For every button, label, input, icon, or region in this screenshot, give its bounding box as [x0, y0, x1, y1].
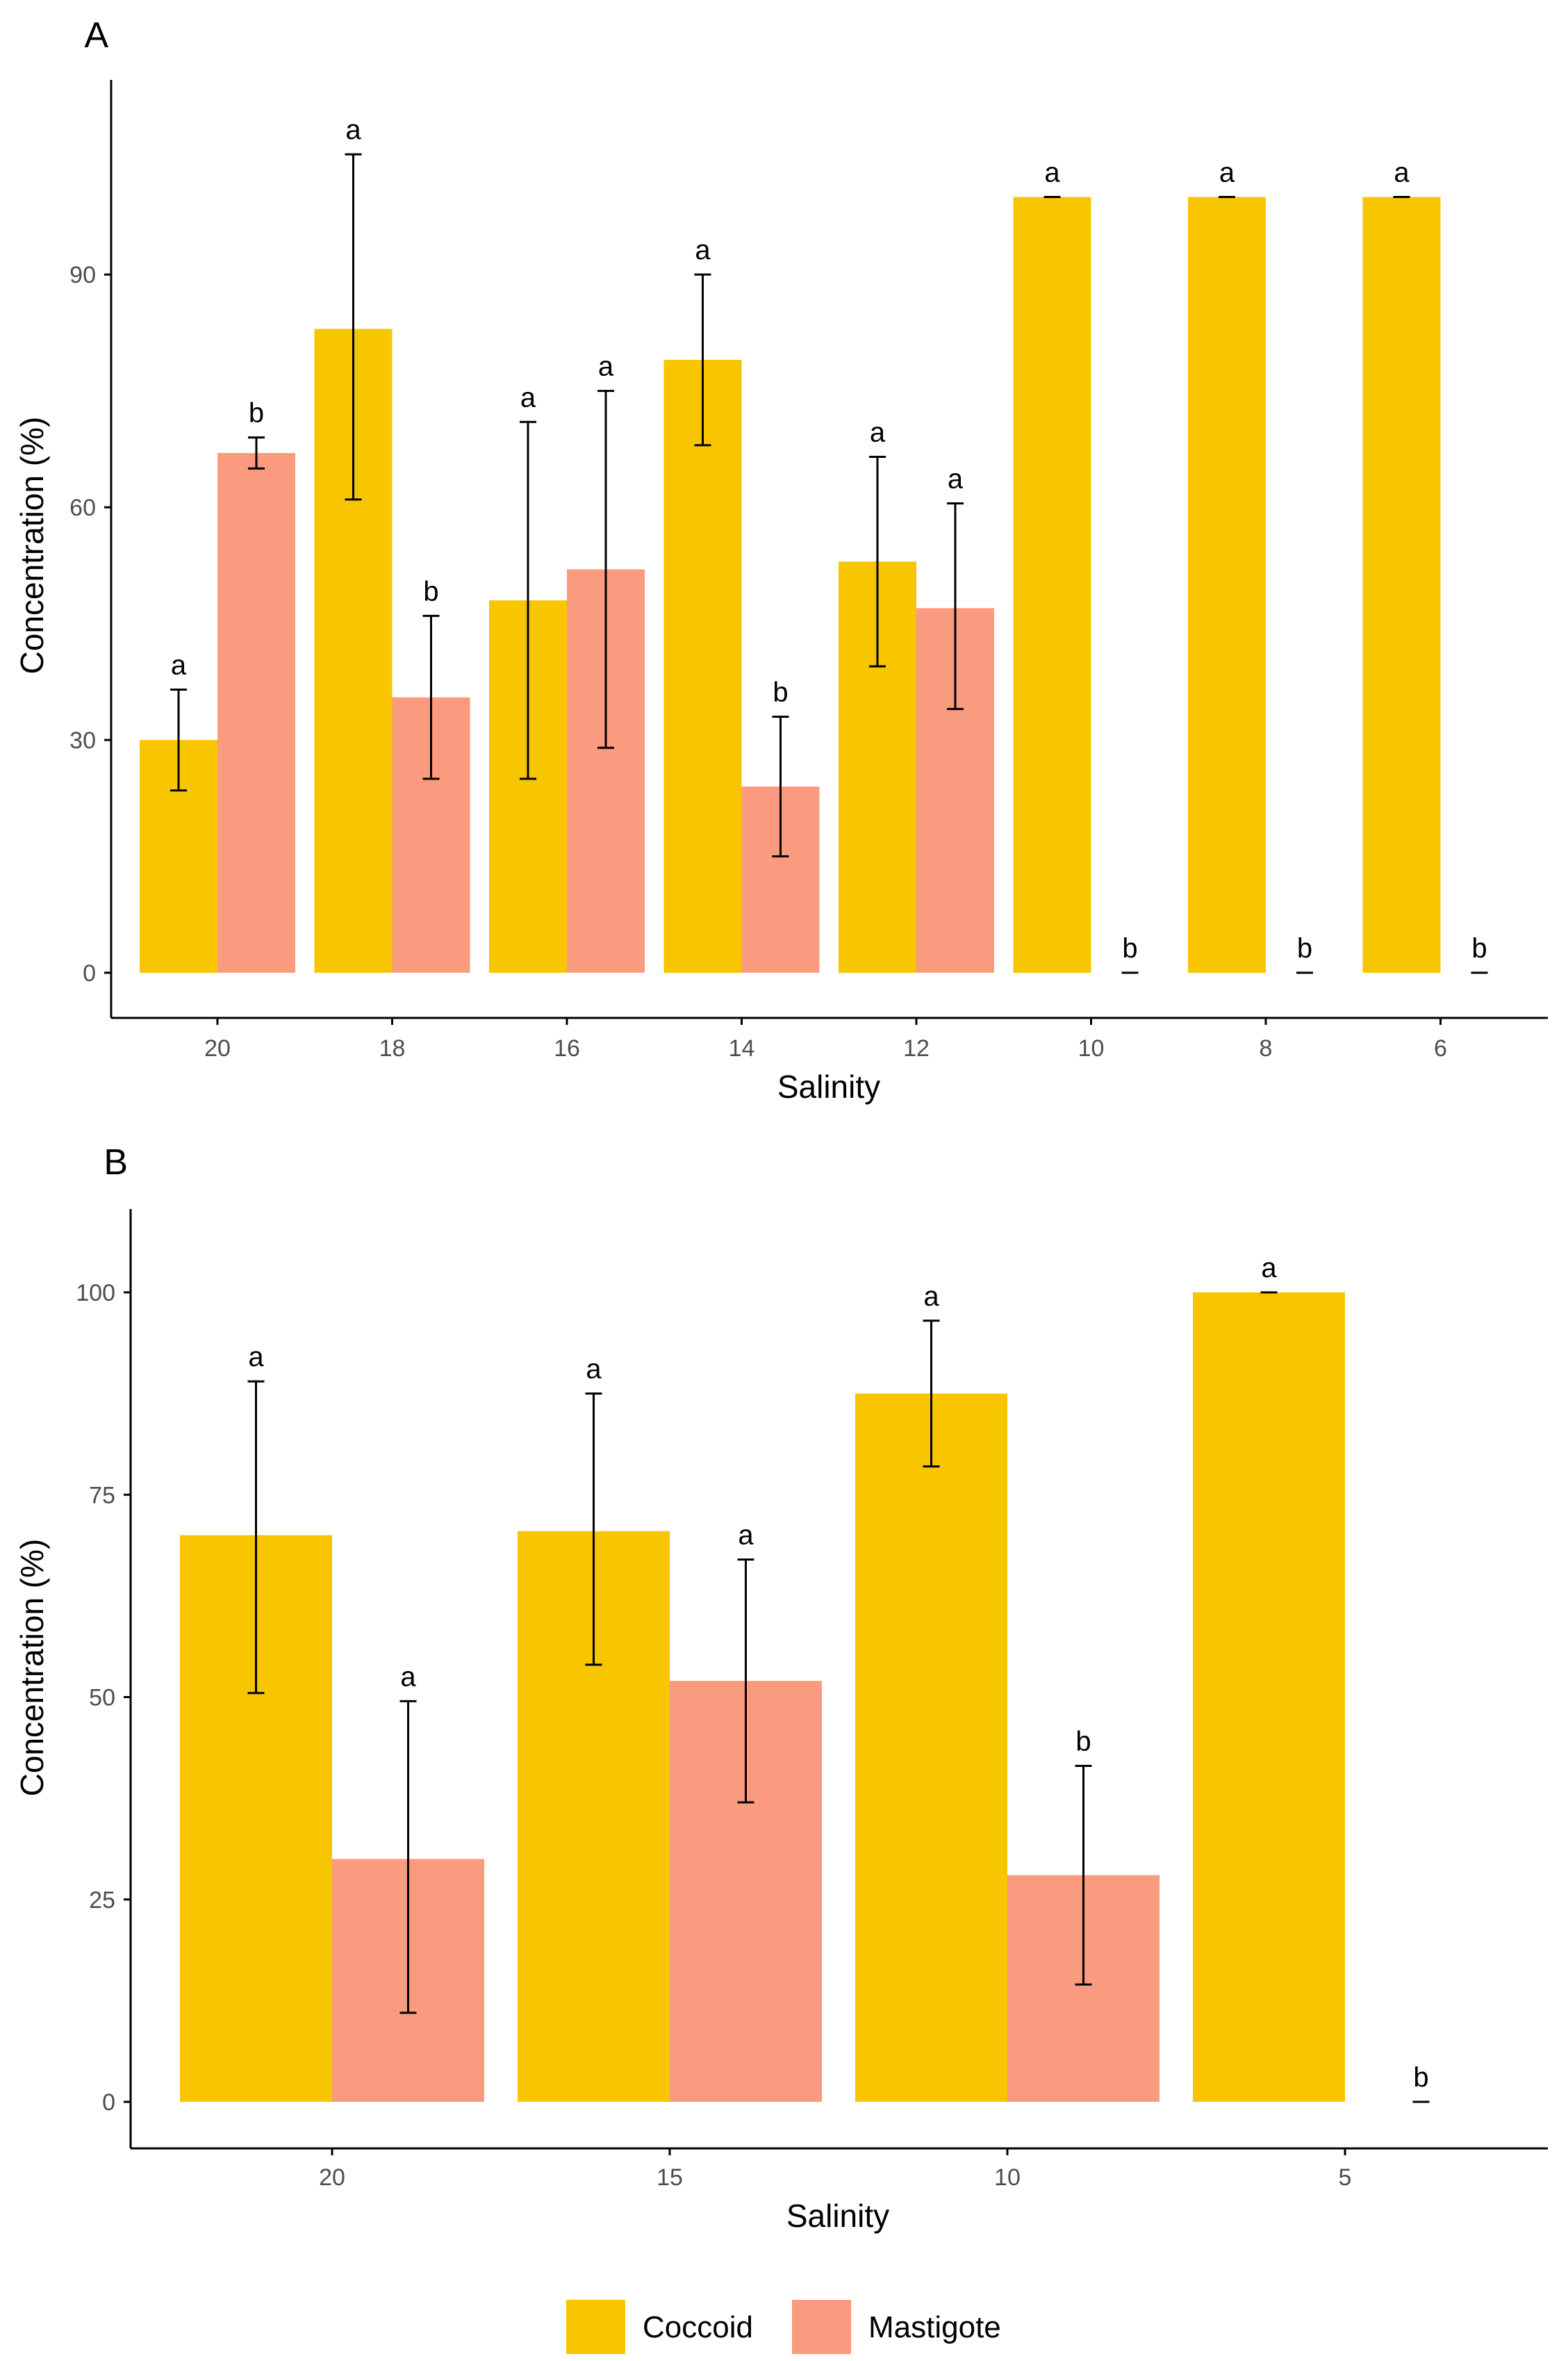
significance-label-coccoid-20: a — [248, 1342, 264, 1372]
x-tick-label: 8 — [1260, 1035, 1273, 1062]
bar-coccoid-6 — [1362, 197, 1441, 973]
x-tick-label: 20 — [204, 1035, 231, 1062]
significance-label-mastigote-20: b — [249, 398, 264, 429]
panel-b-chart: Ba a a a a b a b 0 25 50 75 100 Concentration (%) 20 15… — [14, 1142, 1548, 2234]
legend-swatch — [792, 2300, 851, 2354]
legend-item-coccoid: Coccoid — [566, 2300, 753, 2354]
bar-coccoid-8 — [1188, 197, 1266, 973]
x-tick-label: 12 — [903, 1035, 930, 1062]
error-bar-mastigote-20 — [248, 436, 265, 470]
error-bar-mastigote-10 — [1075, 1765, 1092, 1986]
significance-label-coccoid-10: a — [923, 1281, 939, 1312]
significance-label-coccoid-8: a — [1219, 158, 1235, 188]
bar-coccoid-10 — [1013, 197, 1091, 973]
bar-coccoid-14 — [663, 359, 742, 973]
significance-label-coccoid-10: a — [1044, 158, 1060, 188]
y-tick-label: 0 — [102, 2089, 115, 2116]
significance-label-mastigote-5: b — [1413, 2062, 1428, 2093]
significance-label-mastigote-12: a — [948, 464, 964, 495]
significance-label-mastigote-16: a — [598, 352, 614, 382]
significance-label-coccoid-12: a — [870, 418, 886, 448]
significance-label-mastigote-18: b — [423, 576, 438, 607]
y-axis-title: Concentration (%) — [14, 417, 50, 675]
error-bar-coccoid-15 — [585, 1392, 602, 1666]
significance-label-mastigote-10: b — [1075, 1727, 1091, 1757]
panel-label: A — [84, 15, 108, 56]
x-axis-title: Salinity — [777, 1069, 880, 1105]
x-tick-label: 16 — [554, 1035, 580, 1062]
error-bar-mastigote-12 — [947, 502, 964, 710]
panel-a-chart: Aa b a b a a a b a a a b a b a b 0 30 60 90 Concentration (%… — [14, 15, 1548, 1105]
error-bar-coccoid-12 — [869, 456, 886, 668]
error-bar-mastigote-16 — [597, 390, 614, 749]
y-tick-label: 75 — [89, 1482, 115, 1508]
bar-coccoid-10 — [855, 1393, 1007, 2102]
y-tick-label: 50 — [89, 1685, 115, 1711]
legend: Coccoid Mastigote — [566, 2300, 1001, 2354]
legend-label: Coccoid — [643, 2310, 753, 2344]
x-tick-label: 15 — [657, 2164, 683, 2191]
error-bar-coccoid-18 — [345, 153, 362, 501]
error-bar-coccoid-14 — [694, 273, 711, 447]
significance-label-coccoid-5: a — [1261, 1253, 1277, 1283]
y-axis-title: Concentration (%) — [14, 1539, 50, 1797]
significance-label-mastigote-14: b — [773, 677, 788, 708]
significance-label-coccoid-6: a — [1394, 158, 1410, 188]
panel-label: B — [104, 1142, 128, 1183]
x-tick-label: 5 — [1339, 2164, 1352, 2191]
x-tick-label: 10 — [1078, 1035, 1105, 1062]
legend-label: Mastigote — [868, 2310, 1001, 2344]
error-bar-mastigote-15 — [737, 1558, 754, 1804]
significance-label-coccoid-18: a — [345, 115, 361, 145]
x-tick-label: 18 — [379, 1035, 406, 1062]
error-bar-coccoid-16 — [520, 420, 536, 780]
significance-label-coccoid-16: a — [520, 382, 536, 413]
bar-mastigote-20 — [217, 452, 295, 973]
y-tick-label: 60 — [69, 495, 96, 521]
error-bar-mastigote-14 — [772, 716, 789, 858]
error-bar-mastigote-18 — [422, 614, 440, 780]
error-bar-coccoid-10 — [923, 1319, 940, 1467]
significance-label-mastigote-6: b — [1471, 933, 1487, 964]
significance-label-coccoid-14: a — [695, 235, 711, 265]
significance-label-mastigote-20: a — [400, 1661, 416, 1692]
significance-label-coccoid-15: a — [586, 1354, 602, 1385]
y-tick-label: 30 — [69, 727, 96, 754]
error-bar-coccoid-20 — [170, 688, 187, 792]
error-bar-mastigote-20 — [399, 1700, 417, 2014]
x-axis-title: Salinity — [786, 2198, 889, 2234]
significance-label-mastigote-15: a — [738, 1520, 754, 1550]
significance-label-coccoid-20: a — [171, 650, 187, 680]
legend-item-mastigote: Mastigote — [792, 2300, 1001, 2354]
x-tick-label: 10 — [994, 2164, 1021, 2191]
legend-swatch — [566, 2300, 625, 2354]
x-tick-label: 14 — [729, 1035, 755, 1062]
bar-coccoid-5 — [1193, 1292, 1345, 2102]
significance-label-mastigote-8: b — [1297, 933, 1312, 964]
y-tick-label: 0 — [83, 960, 96, 987]
error-bar-coccoid-20 — [247, 1380, 265, 1695]
y-tick-label: 100 — [76, 1280, 115, 1306]
y-tick-label: 90 — [69, 262, 96, 288]
y-tick-label: 25 — [89, 1887, 115, 1914]
significance-label-mastigote-10: b — [1122, 933, 1137, 964]
x-tick-label: 6 — [1434, 1035, 1447, 1062]
x-tick-label: 20 — [319, 2164, 345, 2191]
